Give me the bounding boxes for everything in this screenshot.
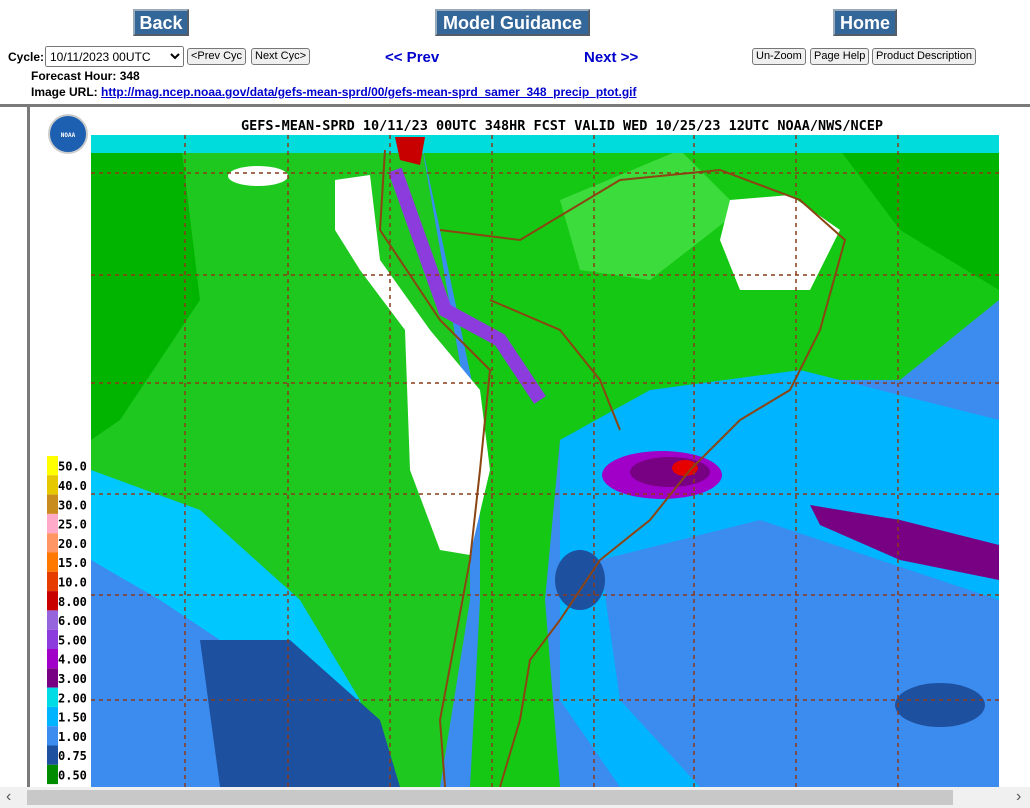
legend-label: 1.50 (58, 711, 87, 725)
legend-label: 10.0 (58, 575, 87, 589)
legend-label: 5.00 (58, 633, 87, 647)
legend-swatch (47, 726, 58, 746)
red-core (672, 460, 698, 476)
legend: 50.0 40.0 30.0 25.0 20.0 15.0 10.0 8.00 6.00 5.00… (47, 456, 87, 785)
atlantic-blue (600, 520, 999, 787)
legend-label: 0.75 (58, 749, 87, 763)
prev-link[interactable]: << Prev (385, 49, 440, 66)
atlantic-green (840, 150, 999, 290)
horizontal-scrollbar[interactable]: ‹ › (0, 787, 1030, 808)
forecast-hour-label: Forecast Hour: (31, 69, 117, 83)
legend-swatch (47, 513, 58, 534)
product-description-button[interactable]: Product Description (872, 48, 976, 65)
top-cyan-band (91, 135, 999, 153)
noaa-logo-text: NOAA (61, 132, 76, 139)
andes-purple (388, 167, 546, 404)
atlantic-dark-blue (895, 683, 985, 727)
legend-label: 4.00 (58, 653, 87, 667)
forecast-hour: Forecast Hour: 348 (31, 69, 140, 83)
scrollbar-thumb[interactable] (27, 790, 953, 805)
noaa-logo (48, 114, 88, 154)
pacific-dark-blue (200, 640, 400, 787)
forecast-map: NOAA GEFS-MEAN-SPRD 10/11/23 00UTC 348HR… (30, 107, 1030, 787)
home-button[interactable]: Home (833, 9, 897, 36)
map-title: GEFS-MEAN-SPRD 10/11/23 00UTC 348HR FCST… (241, 118, 883, 134)
legend-swatch (47, 552, 58, 572)
legend-swatch (47, 494, 58, 514)
legend-label: 25.0 (58, 518, 87, 532)
atacama-dry (335, 175, 490, 555)
legend-swatch (47, 649, 58, 669)
legend-swatch (47, 745, 58, 765)
image-url-link[interactable]: http://mag.ncep.noaa.gov/data/gefs-mean-… (101, 85, 637, 99)
legend-label: 1.00 (58, 730, 87, 744)
legend-swatch (47, 764, 58, 785)
legend-swatch (47, 571, 58, 592)
legend-swatch (47, 591, 58, 611)
atlantic-purple (810, 505, 999, 580)
image-url: Image URL: http://mag.ncep.noaa.gov/data… (31, 85, 637, 99)
page-help-button[interactable]: Page Help (810, 48, 870, 65)
brazil-dry (720, 195, 840, 290)
model-guidance-button[interactable]: Model Guidance (435, 9, 590, 36)
legend-swatch (47, 610, 58, 630)
andes-red (395, 137, 425, 165)
legend-swatch (47, 668, 58, 688)
coastlines (378, 149, 847, 787)
legend-label: 8.00 (58, 595, 87, 609)
coast-dark-blue (555, 550, 605, 610)
image-border-top (0, 104, 1030, 107)
legend-swatch (47, 629, 58, 649)
scroll-right-arrow[interactable]: › (1016, 788, 1022, 805)
cycle-select[interactable]: 10/11/2023 00UTC (45, 46, 184, 67)
legend-label: 50.0 (58, 460, 87, 474)
cycle-label: Cycle: (8, 50, 45, 64)
legend-label: 0.50 (58, 768, 87, 782)
forecast-hour-value: 348 (119, 69, 140, 83)
legend-label: 20.0 (58, 537, 87, 551)
legend-swatch (47, 475, 58, 495)
legend-label: 3.00 (58, 672, 87, 686)
legend-label: 6.00 (58, 614, 87, 628)
legend-swatch (47, 706, 58, 727)
legend-label: 30.0 (58, 498, 87, 512)
legend-label: 40.0 (58, 479, 87, 493)
legend-swatch (47, 533, 58, 553)
continent-green (420, 135, 999, 787)
prev-cycle-button[interactable]: <Prev Cyc (187, 48, 247, 65)
legend-swatch (47, 456, 58, 476)
image-url-label: Image URL: (31, 85, 98, 99)
scroll-left-arrow[interactable]: ‹ (6, 788, 12, 805)
legend-label: 15.0 (58, 556, 87, 570)
back-button[interactable]: Back (133, 9, 189, 36)
image-border-left (27, 104, 30, 788)
next-link[interactable]: Next >> (584, 49, 639, 66)
pacific-dry (228, 166, 288, 186)
pacific-dark-green (91, 135, 200, 440)
legend-swatch (47, 687, 58, 707)
unzoom-button[interactable]: Un-Zoom (752, 48, 806, 65)
amazon-light-green (560, 150, 740, 280)
next-cycle-button[interactable]: Next Cyc> (251, 48, 311, 65)
legend-label: 2.00 (58, 691, 87, 705)
